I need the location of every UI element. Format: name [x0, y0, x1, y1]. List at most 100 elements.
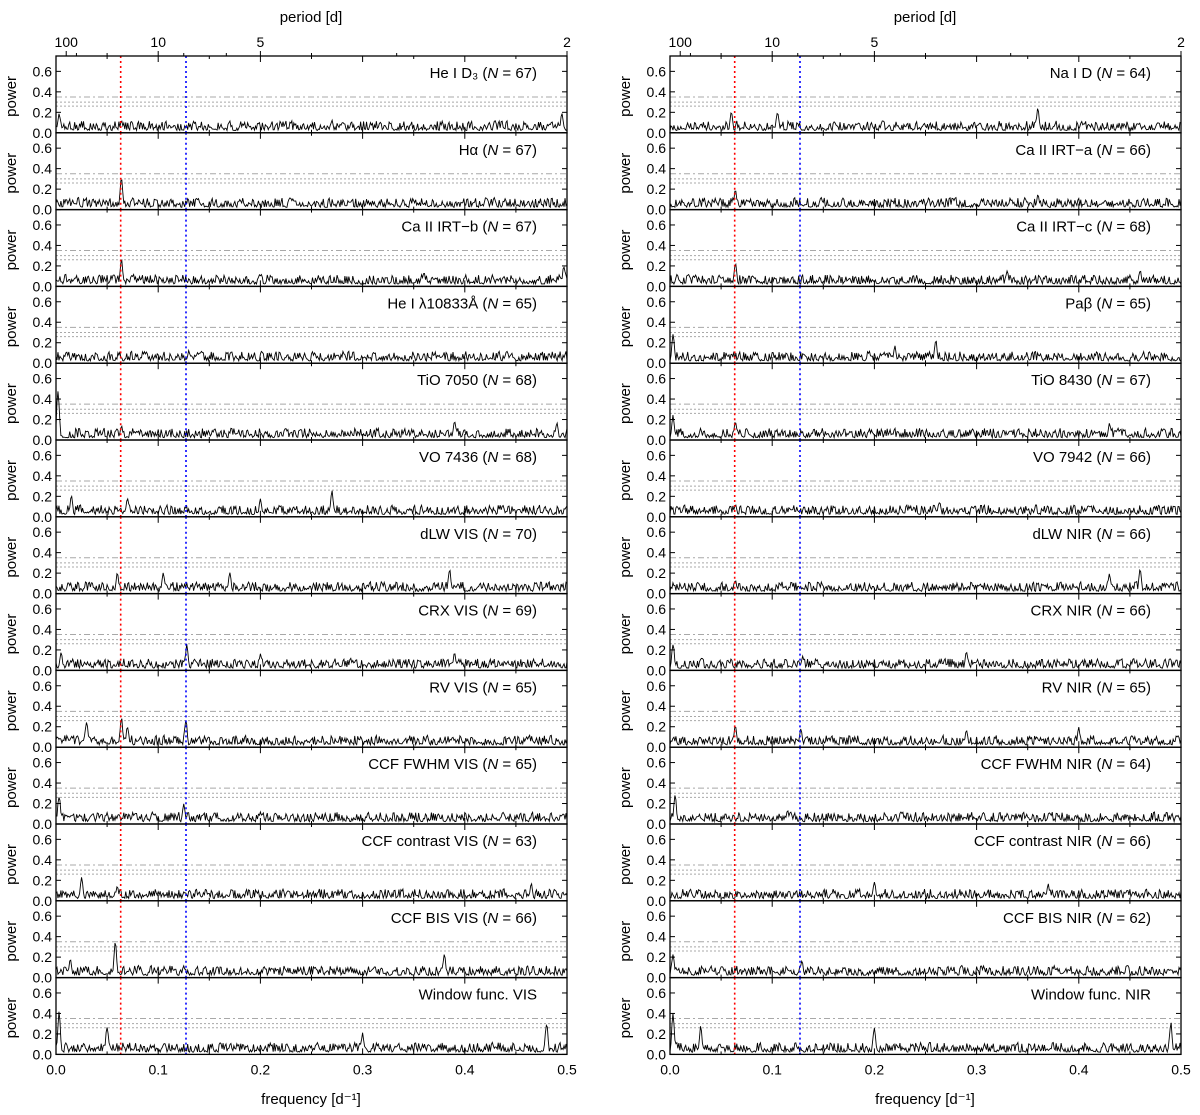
y-tick-label: 0.4: [647, 314, 667, 330]
panel-1-12: 0.0 0.2 0.4 0.6 power Window func. NIR: [617, 976, 1182, 1062]
panel-1-0: 0.0 0.2 0.4 0.6 power Na I D (N = 64): [617, 55, 1182, 141]
panel-label: CCF contrast VIS (N = 63): [362, 833, 537, 850]
periodogram-line: [669, 1013, 1182, 1054]
y-axis-label: power: [617, 998, 634, 1039]
panel-0-7: 0.0 0.2 0.4 0.6 power CRX VIS (N = 69): [3, 592, 568, 678]
top-axis-label-left: period [d]: [280, 9, 343, 26]
panel-label: He I D₃ (N = 67): [430, 65, 537, 82]
y-tick-label: 0.6: [33, 371, 53, 387]
y-tick-label: 0.0: [647, 432, 667, 448]
periodogram-line: [669, 502, 1182, 516]
panel-0-8: 0.0 0.2 0.4 0.6 power RV VIS (N = 65): [3, 669, 568, 755]
panel-label: CCF FWHM VIS (N = 65): [368, 756, 537, 773]
y-tick-label: 0.0: [33, 739, 53, 755]
y-tick-label: 0.2: [647, 488, 667, 504]
y-tick-label: 0.4: [647, 84, 667, 100]
y-tick-label: 0.0: [33, 970, 53, 986]
panel-1-10: 0.0 0.2 0.4 0.6 power CCF contrast NIR (N = 6…: [617, 823, 1182, 909]
y-tick-label: 0.0: [647, 739, 667, 755]
y-tick-label: 0.2: [33, 335, 53, 351]
y-tick-label: 0.0: [647, 509, 667, 525]
y-tick-label: 0.4: [33, 314, 53, 330]
period-tick-label: 2: [1177, 34, 1185, 50]
panel-1-6: 0.0 0.2 0.4 0.6 power dLW NIR (N = 66): [617, 516, 1182, 602]
panel-label: TiO 8430 (N = 67): [1031, 372, 1151, 389]
y-tick-label: 0.4: [33, 775, 53, 791]
periodogram-line: [55, 877, 568, 901]
y-tick-label: 0.6: [647, 217, 667, 233]
panel-1-3: 0.0 0.2 0.4 0.6 power Paβ (N = 65): [617, 285, 1182, 371]
y-axis-label: power: [3, 998, 20, 1039]
y-axis-label: power: [3, 383, 20, 424]
x-tick-label: 0.0: [46, 1061, 66, 1077]
periodogram-line: [669, 190, 1182, 209]
y-tick-label: 0.6: [33, 985, 53, 1001]
panel-label: Hα (N = 67): [459, 142, 537, 159]
y-tick-label: 0.4: [647, 775, 667, 791]
y-tick-label: 0.0: [33, 278, 53, 294]
y-tick-label: 0.2: [647, 949, 667, 965]
periodogram-line: [55, 1011, 568, 1054]
y-tick-label: 0.2: [647, 258, 667, 274]
y-tick-label: 0.0: [33, 816, 53, 832]
panel-1-2: 0.0 0.2 0.4 0.6 power Ca II IRT−c (N = 68): [617, 208, 1182, 294]
y-tick-label: 0.6: [33, 678, 53, 694]
period-tick-label: 10: [150, 34, 166, 50]
periodogram-line: [55, 569, 568, 593]
panel-1-9: 0.0 0.2 0.4 0.6 power CCF FWHM NIR (N = 64): [617, 746, 1182, 832]
y-axis-label: power: [617, 844, 634, 885]
y-tick-label: 0.0: [647, 586, 667, 602]
panel-label: Na I D (N = 64): [1050, 65, 1151, 82]
period-tick-label: 2: [563, 34, 571, 50]
y-axis-label: power: [617, 690, 634, 731]
y-tick-label: 0.6: [33, 63, 53, 79]
panel-label: Ca II IRT−b (N = 67): [401, 219, 537, 236]
y-tick-label: 0.2: [647, 872, 667, 888]
x-tick-label: 0.5: [557, 1061, 577, 1077]
y-tick-label: 0.6: [647, 447, 667, 463]
y-tick-label: 0.4: [647, 698, 667, 714]
y-axis-label: power: [617, 76, 634, 117]
panel-label: CCF BIS NIR (N = 62): [1003, 910, 1151, 927]
panel-0-4: 0.0 0.2 0.4 0.6 power TiO 7050 (N = 68): [3, 362, 568, 448]
y-tick-label: 0.4: [33, 161, 53, 177]
y-tick-label: 0.0: [647, 662, 667, 678]
y-tick-label: 0.0: [33, 202, 53, 218]
panel-label: Paβ (N = 65): [1065, 295, 1151, 312]
y-tick-label: 0.4: [33, 391, 53, 407]
panel-label: VO 7942 (N = 66): [1033, 449, 1151, 466]
panel-label: dLW VIS (N = 70): [420, 526, 537, 543]
y-axis-label: power: [3, 153, 20, 194]
periodogram-line: [669, 726, 1182, 747]
period-tick-label: 100: [669, 34, 693, 50]
periodogram-line: [55, 718, 568, 747]
y-tick-label: 0.6: [33, 217, 53, 233]
y-tick-label: 0.2: [33, 104, 53, 120]
bottom-axis-label-right: frequency [d⁻¹]: [875, 1091, 975, 1108]
panel-label: VO 7436 (N = 68): [419, 449, 537, 466]
y-tick-label: 0.4: [33, 468, 53, 484]
y-tick-label: 0.4: [33, 545, 53, 561]
panel-1-4: 0.0 0.2 0.4 0.6 power TiO 8430 (N = 67): [617, 362, 1182, 448]
y-axis-label: power: [617, 614, 634, 655]
y-tick-label: 0.0: [647, 970, 667, 986]
y-tick-label: 0.4: [33, 621, 53, 637]
panel-1-11: 0.0 0.2 0.4 0.6 power CCF BIS NIR (N = 62): [617, 900, 1182, 986]
y-tick-label: 0.4: [33, 929, 53, 945]
y-tick-label: 0.4: [647, 237, 667, 253]
panel-label: CCF contrast NIR (N = 66): [974, 833, 1151, 850]
periodogram-line: [669, 954, 1182, 977]
y-tick-label: 0.2: [33, 642, 53, 658]
y-axis-label: power: [617, 383, 634, 424]
y-tick-label: 0.2: [647, 104, 667, 120]
panel-label: CCF FWHM NIR (N = 64): [981, 756, 1151, 773]
periodogram-line: [55, 942, 568, 977]
y-axis-label: power: [3, 76, 20, 117]
y-tick-label: 0.2: [647, 1026, 667, 1042]
y-tick-label: 0.2: [647, 335, 667, 351]
periodogram-line: [669, 795, 1182, 824]
panel-label: Window func. NIR: [1031, 987, 1151, 1004]
